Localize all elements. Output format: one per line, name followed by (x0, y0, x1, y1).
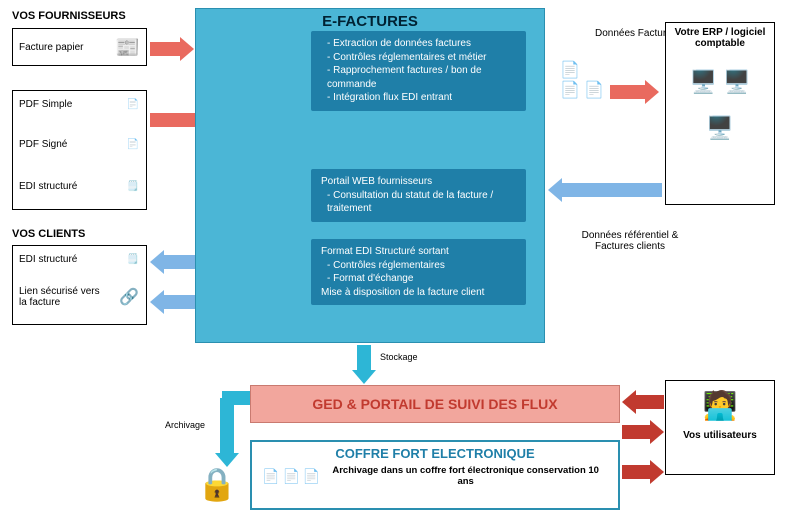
item-edi: EDI structuré 🗒️ (19, 181, 139, 192)
proc-item: Contrôles réglementaires et métier (327, 51, 516, 65)
arrow-paper-to-center (150, 37, 194, 61)
item-edi-client: EDI structuré 🗒️ (19, 254, 139, 265)
archivage-label: Archivage (165, 420, 205, 430)
item-pdf-simple: PDF Simple 📄 (19, 99, 139, 110)
fournisseurs-title: VOS FOURNISSEURS (12, 10, 126, 22)
doc-icons: 📄📄 📄 (560, 60, 604, 100)
erp-box: Votre ERP / logiciel comptable 🖥️ 🖥️ 🖥️ (665, 22, 775, 205)
users-box: 🧑‍💻 Vos utilisateurs (665, 380, 775, 475)
edi-icon: 🗒️ (127, 181, 139, 192)
item-label: EDI structuré (19, 181, 77, 192)
users-label: Vos utilisateurs (666, 430, 774, 441)
clients-group: EDI structuré 🗒️ Lien sécurisé vers la f… (12, 245, 147, 325)
pdf-edi-group: PDF Simple 📄 PDF Signé 📄 EDI structuré 🗒… (12, 90, 147, 210)
doc-icon: 📄 (282, 468, 299, 485)
item-facture-papier: Facture papier 📰 (12, 28, 147, 66)
item-label: Lien sécurisé vers la facture (19, 286, 104, 308)
arrow-users-to-ged (622, 390, 664, 414)
box2-item: Consultation du statut de la facture / t… (327, 189, 516, 216)
center-panel: E-FACTURES Extraction de données facture… (195, 8, 545, 343)
coffre-box: COFFRE FORT ELECTRONIQUE 📄 📄 📄 Archivage… (250, 440, 620, 510)
arrow-ged-horiz (222, 391, 250, 405)
pdf-signed-icon: 📄 (127, 139, 139, 150)
proc-item: Rapprochement factures / bon de commande (327, 64, 516, 91)
item-label: EDI structuré (19, 254, 77, 265)
box3-title: Format EDI Structuré sortant (321, 245, 516, 259)
arrow-coffre-to-users (622, 460, 664, 484)
clients-title: VOS CLIENTS (12, 228, 85, 240)
item-pdf-signe: PDF Signé 📄 (19, 139, 139, 150)
doc-icon: 📄 (262, 468, 279, 485)
link-icon: 🔗 (119, 287, 139, 307)
stockage-label: Stockage (380, 352, 418, 362)
safe-icon: 🔒 (197, 465, 237, 503)
arrow-center-to-ged (352, 345, 376, 384)
item-lien: Lien sécurisé vers la facture 🔗 (19, 286, 139, 308)
item-label: PDF Simple (19, 99, 72, 110)
box2-title: Portail WEB fournisseurs (321, 175, 516, 189)
newspaper-icon: 📰 (115, 35, 140, 60)
center-title: E-FACTURES (196, 9, 544, 30)
proc-item: Intégration flux EDI entrant (327, 91, 516, 105)
arrow-center-to-clients-2 (150, 290, 199, 314)
ref-label: Données référentiel & Factures clients (575, 230, 685, 252)
portail-box: Portail WEB fournisseurs Consultation du… (311, 169, 526, 222)
arrow-center-to-clients-1 (150, 250, 199, 274)
arrow-erp-to-portail (548, 178, 662, 202)
box3-footer: Mise à disposition de la facture client (321, 286, 516, 300)
erp-label: Votre ERP / logiciel comptable (670, 27, 770, 49)
ged-label: GED & PORTAIL DE SUIVI DES FLUX (312, 396, 557, 412)
item-label: Facture papier (19, 42, 83, 53)
proc-item: Extraction de données factures (327, 37, 516, 51)
arrow-center-to-erp (610, 80, 659, 104)
box3-item: Contrôles réglementaires (327, 259, 516, 273)
monitor-icon: 🖥️ (670, 115, 770, 141)
coffre-title: COFFRE FORT ELECTRONIQUE (252, 442, 618, 461)
ged-box: GED & PORTAIL DE SUIVI DES FLUX (250, 385, 620, 423)
monitor-icon: 🖥️ 🖥️ (670, 69, 770, 95)
arrow-ged-to-coffre (215, 398, 239, 467)
pdf-icon: 📄 (127, 99, 139, 110)
edi-icon: 🗒️ (127, 254, 139, 265)
processing-box: Extraction de données factures Contrôles… (311, 31, 526, 111)
user-icon: 🧑‍💻 (666, 389, 774, 422)
doc-icon: 📄 (303, 468, 320, 485)
item-label: PDF Signé (19, 139, 67, 150)
arrow-ged-to-users (622, 420, 664, 444)
coffre-text: Archivage dans un coffre fort électroniq… (323, 465, 608, 487)
edi-sortant-box: Format EDI Structuré sortant Contrôles r… (311, 239, 526, 305)
box3-item: Format d'échange (327, 272, 516, 286)
